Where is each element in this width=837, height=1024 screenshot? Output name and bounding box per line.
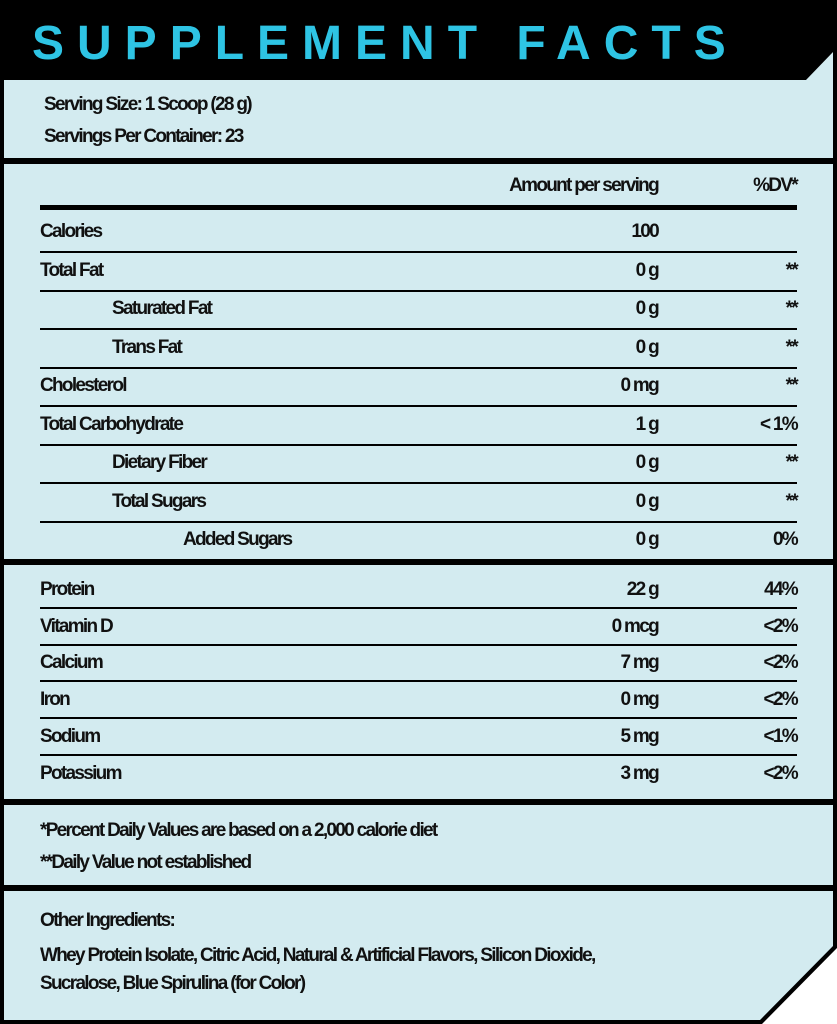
nutrient-dv: <1% <box>763 725 799 747</box>
nutrient-label: Added Sugars <box>183 529 293 550</box>
nutrient-label: Vitamin D <box>40 615 114 637</box>
nutrient-dv: <2% <box>763 762 799 784</box>
ingredients-line-1: Whey Protein Isolate, Citric Acid, Natur… <box>40 945 596 966</box>
nutrient-amount: 22 g <box>626 579 660 600</box>
nutrient-amount: 0 g <box>635 298 660 319</box>
row-divider <box>40 643 797 646</box>
nutrient-label: Total Sugars <box>112 490 207 512</box>
nutrient-amount: 7 mg <box>620 652 659 674</box>
nutrient-dv: 44% <box>764 579 799 600</box>
nutrient-amount: 0 g <box>635 336 660 358</box>
nutrient-dv: <2% <box>763 689 799 711</box>
nutrient-amount: 5 mg <box>620 725 659 747</box>
row-divider <box>40 366 797 369</box>
amount-header: Amount per serving <box>509 175 660 196</box>
nutrient-amount: 100 <box>631 221 659 242</box>
nutrient-amount: 3 mg <box>620 762 659 784</box>
dv-header: %DV* <box>753 175 799 196</box>
serving-size: Serving Size: 1 Scoop (28 g) <box>44 94 253 115</box>
nutrient-label: Total Carbohydrate <box>40 413 184 435</box>
nutrient-label: Dietary Fiber <box>112 452 208 473</box>
ingredients-heading: Other Ingredients: <box>40 910 176 931</box>
nutrient-label: Sodium <box>40 725 101 747</box>
row-divider <box>40 328 797 330</box>
nutrient-amount: 0 mcg <box>611 615 660 637</box>
row-divider <box>40 753 797 756</box>
section-divider <box>4 799 833 805</box>
nutrient-label: Calcium <box>40 652 104 674</box>
nutrient-amount: 0 g <box>635 490 660 512</box>
nutrient-dv: <2% <box>763 615 799 637</box>
header-rule <box>40 205 797 210</box>
row-divider <box>40 482 797 484</box>
nutrient-label: Protein <box>40 579 95 600</box>
nutrient-amount: 1 g <box>635 413 660 435</box>
nutrient-amount: 0 g <box>635 452 660 473</box>
row-divider <box>40 520 797 523</box>
label-title: SUPPLEMENT FACTS <box>32 17 739 70</box>
nutrient-dv: < 1% <box>759 413 799 435</box>
section-divider <box>4 158 833 164</box>
row-divider <box>40 405 797 407</box>
row-divider <box>40 289 797 292</box>
nutrient-label: Calories <box>40 221 103 242</box>
row-divider <box>40 680 797 683</box>
servings-per-container: Servings Per Container: 23 <box>44 126 244 147</box>
nutrient-dv: ** <box>785 375 799 396</box>
row-divider <box>40 717 797 720</box>
nutrient-label: Potassium <box>40 762 122 784</box>
nutrient-dv: ** <box>785 452 799 473</box>
row-divider <box>40 607 797 609</box>
nutrient-label: Saturated Fat <box>112 298 213 319</box>
nutrient-amount: 0 g <box>635 529 660 550</box>
nutrient-dv: ** <box>785 336 799 358</box>
nutrient-label: Total Fat <box>40 259 104 281</box>
nutrient-amount: 0 mg <box>620 375 659 396</box>
section-divider <box>4 885 833 891</box>
nutrient-amount: 0 mg <box>620 689 659 711</box>
nutrient-amount: 0 g <box>635 259 660 281</box>
nutrient-label: Iron <box>40 689 71 711</box>
footnote-not-established: **Daily Value not established <box>40 852 252 873</box>
section-divider <box>4 559 833 565</box>
nutrient-label: Trans Fat <box>112 336 183 358</box>
nutrient-label: Cholesterol <box>40 375 128 396</box>
nutrient-dv: <2% <box>763 652 799 674</box>
row-divider <box>40 251 797 253</box>
footnote-dv: *Percent Daily Values are based on a 2,0… <box>40 820 438 841</box>
ingredients-line-2: Sucralose, Blue Spirulina (for Color) <box>40 973 306 994</box>
row-divider <box>40 443 797 446</box>
nutrient-dv: ** <box>785 490 799 512</box>
nutrient-dv: ** <box>785 298 799 319</box>
nutrient-dv: ** <box>785 259 799 281</box>
nutrient-dv: 0% <box>772 529 799 550</box>
